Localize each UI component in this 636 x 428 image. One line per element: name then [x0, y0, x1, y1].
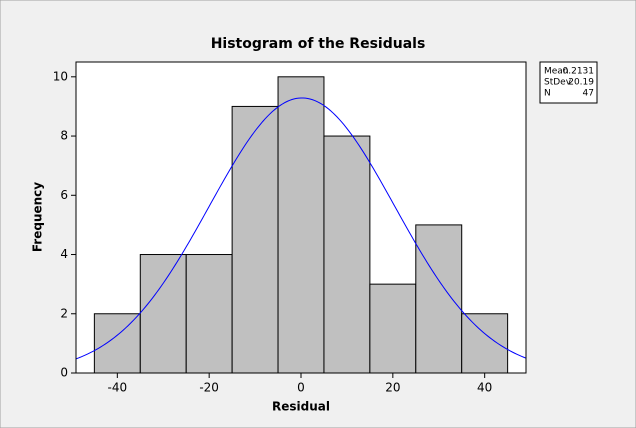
x-tick-label: -40 [108, 381, 128, 395]
bar [93, 313, 141, 374]
bar [369, 283, 417, 374]
y-tick-label: 2 [60, 306, 68, 320]
x-tick-label: 40 [477, 381, 492, 395]
bar [231, 105, 279, 374]
stat-value: 0.2131 [563, 67, 595, 77]
bar [185, 254, 233, 374]
bar [277, 76, 325, 374]
y-tick-label: 6 [60, 188, 68, 202]
y-tick-label: 4 [60, 247, 68, 261]
x-tick-label: -20 [199, 381, 219, 395]
y-tick-label: 0 [60, 366, 68, 380]
y-tick-label: 10 [53, 69, 68, 83]
y-tick-label: 8 [60, 129, 68, 143]
stat-value: 47 [583, 89, 594, 99]
bar [323, 135, 371, 374]
y-axis-label: Frequency [31, 182, 45, 252]
bar [461, 313, 509, 374]
chart-title: Histogram of the Residuals [211, 36, 426, 52]
stat-value: 20.19 [568, 78, 594, 88]
bar [139, 254, 187, 374]
stat-label: N [544, 89, 551, 99]
x-tick-label: 0 [297, 381, 305, 395]
x-axis-label: Residual [272, 400, 330, 414]
stat-label: Mean [544, 67, 569, 77]
fit-curve [75, 97, 527, 360]
x-tick-label: 20 [385, 381, 400, 395]
stats-box [539, 61, 598, 104]
bar [415, 224, 463, 374]
stat-label: StDev [544, 78, 572, 88]
